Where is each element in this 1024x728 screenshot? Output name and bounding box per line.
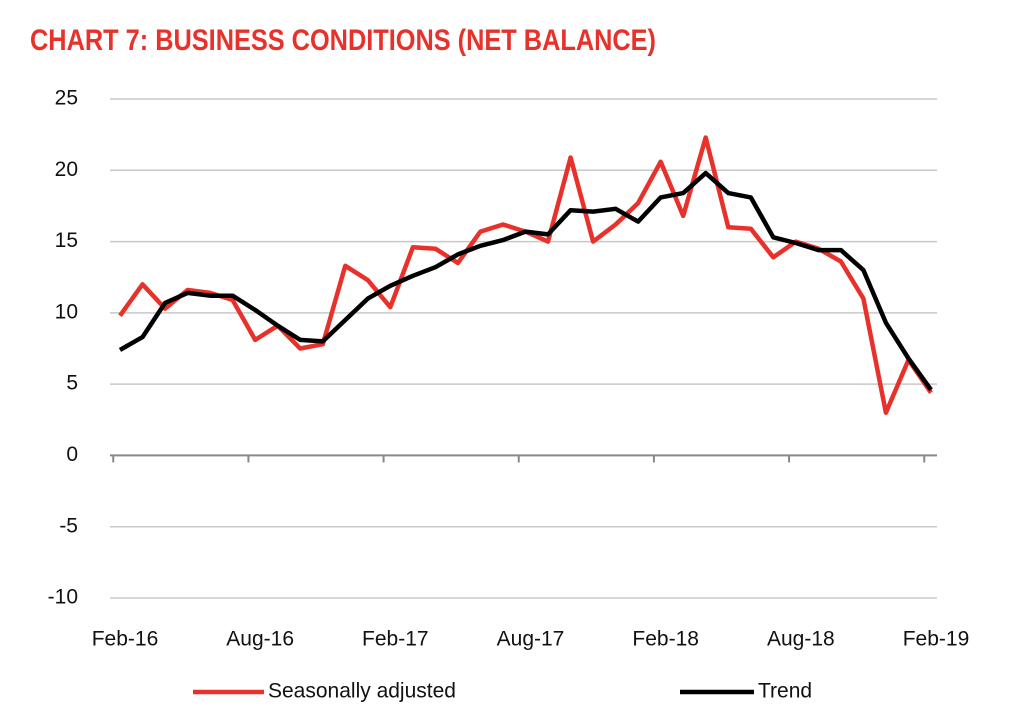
y-tick-label: -5 <box>59 514 78 537</box>
legend-label: Trend <box>758 680 812 703</box>
legend-label: Seasonally adjusted <box>268 680 456 703</box>
x-tick-label: Aug-18 <box>767 628 835 651</box>
y-tick-label: 25 <box>55 87 78 110</box>
x-tick-label: Feb-19 <box>903 628 970 651</box>
x-tick-label: Aug-17 <box>497 628 565 651</box>
y-tick-label: 10 <box>55 300 78 323</box>
y-tick-label: 20 <box>55 158 78 181</box>
x-tick-label: Feb-18 <box>632 628 699 651</box>
y-tick-label: -10 <box>48 586 78 609</box>
x-tick-label: Feb-17 <box>362 628 429 651</box>
y-tick-label: 0 <box>66 443 78 466</box>
x-tick-label: Feb-16 <box>92 628 159 651</box>
y-tick-label: 15 <box>55 229 78 252</box>
chart-title: CHART 7: BUSINESS CONDITIONS (NET BALANC… <box>30 24 656 57</box>
y-tick-label: 5 <box>66 372 78 395</box>
series-line <box>118 170 933 392</box>
x-tick-label: Aug-16 <box>226 628 294 651</box>
series-line <box>118 135 933 415</box>
